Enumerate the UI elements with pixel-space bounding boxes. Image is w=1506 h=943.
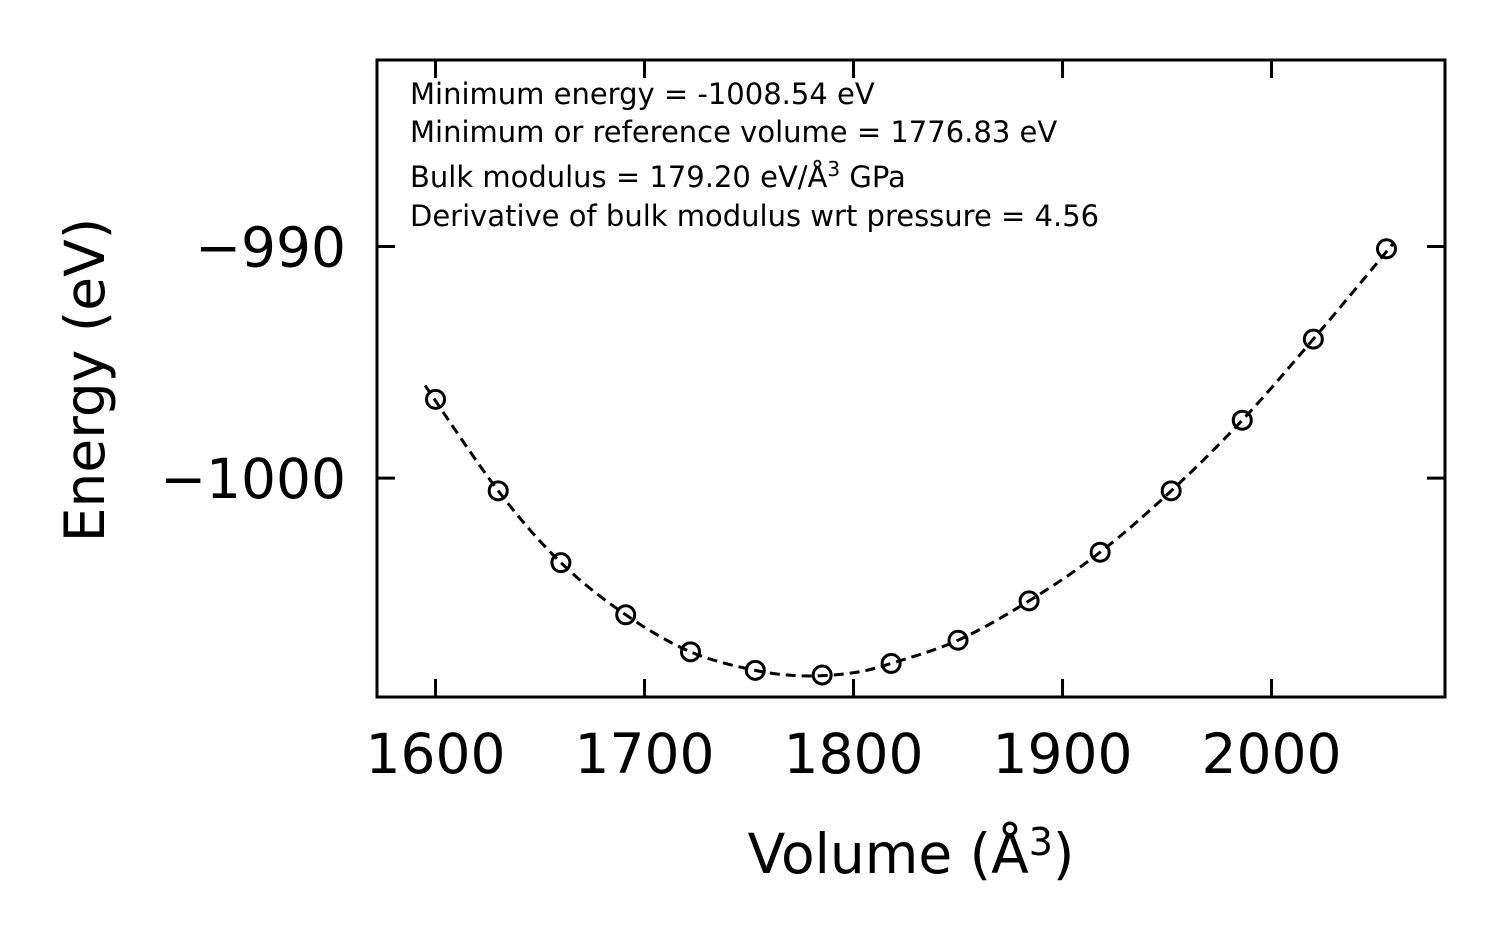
x-tick-label: 1800 [784, 722, 924, 786]
data-point [1302, 328, 1324, 350]
data-point [487, 480, 509, 502]
data-point [615, 604, 637, 626]
annotation-bulk-derivative: Derivative of bulk modulus wrt pressure … [410, 199, 1099, 233]
data-point [880, 652, 902, 674]
x-tick-label: 2000 [1202, 722, 1342, 786]
x-tick-label: 1600 [366, 722, 506, 786]
data-point [1089, 541, 1111, 563]
x-axis-title-end: ) [1053, 822, 1074, 886]
x-tick-label: 1900 [993, 722, 1133, 786]
data-point [1018, 590, 1040, 612]
y-axis-title: Energy (eV) [53, 218, 117, 542]
x-tick-label: 1700 [575, 722, 715, 786]
fit-curve [423, 243, 1394, 678]
x-axis-title-sup: 3 [1029, 820, 1053, 864]
data-point [947, 629, 969, 651]
axis-ticks [377, 60, 1445, 697]
data-point [1160, 480, 1182, 502]
data-point [680, 641, 702, 663]
data-point [1231, 409, 1253, 431]
axis-tick-labels: 1600 1700 1800 1900 2000 −990 −1000 [160, 215, 1342, 786]
plot-frame [375, 58, 1447, 699]
data-point [1375, 238, 1397, 260]
annotation-bulk-modulus: Bulk modulus = 179.20 eV/Å3 GPa [410, 157, 906, 194]
y-tick-label: −1000 [160, 447, 346, 511]
data-point [811, 664, 833, 686]
data-point [550, 552, 572, 574]
y-tick-label: −990 [195, 215, 346, 279]
annotation-bulk-modulus-text: Bulk modulus = 179.20 eV/Å [410, 160, 828, 194]
annotation-bulk-modulus-suffix: GPa [840, 160, 906, 194]
plot-area [375, 58, 1447, 699]
data-points [425, 238, 1397, 686]
data-point [744, 659, 766, 681]
x-axis-title-text: Volume (Å [748, 821, 1029, 886]
annotation-min-volume: Minimum or reference volume = 1776.83 eV [410, 115, 1057, 149]
annotation-min-energy: Minimum energy = -1008.54 eV [410, 77, 875, 111]
fit-annotations: Minimum energy = -1008.54 eV Minimum or … [410, 77, 1099, 233]
annotation-bulk-modulus-sup: 3 [827, 157, 840, 181]
data-point [425, 388, 447, 410]
x-axis-title: Volume (Å3) [748, 820, 1075, 886]
